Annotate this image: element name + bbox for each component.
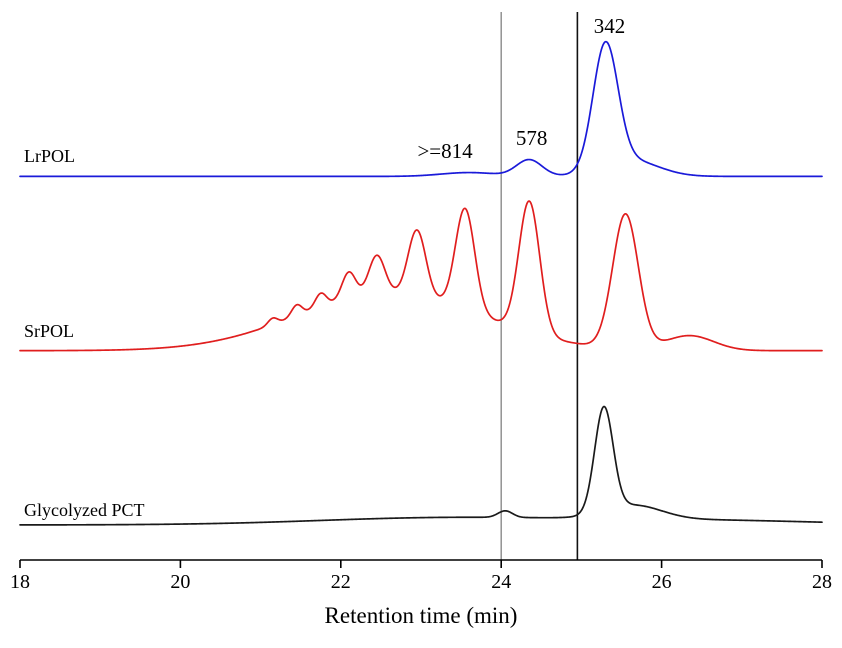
x-tick-label: 28 — [812, 571, 832, 593]
peak-annotation-3: 342 — [594, 14, 626, 38]
x-tick-label: 24 — [491, 571, 511, 593]
trace-srpol — [19, 200, 823, 352]
peak-annotation-1: >=814 — [417, 139, 473, 163]
peak-annotation-2: 578 — [516, 126, 548, 150]
trace-lrpol — [19, 40, 823, 178]
x-axis-title: Retention time (min) — [325, 603, 518, 628]
x-tick-label: 22 — [331, 571, 351, 593]
x-tick-label: 18 — [10, 571, 30, 593]
trace-glycolyzed-pct — [19, 405, 823, 526]
series-label-glycolyzed-pct: Glycolyzed PCT — [24, 500, 144, 520]
series-label-lrpol: LrPOL — [24, 146, 75, 166]
x-tick-label: 26 — [652, 571, 672, 593]
series-label-srpol: SrPOL — [24, 321, 74, 341]
x-tick-label: 20 — [170, 571, 190, 593]
